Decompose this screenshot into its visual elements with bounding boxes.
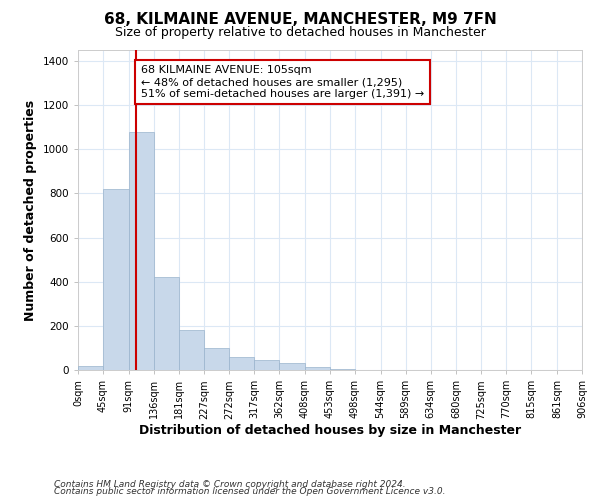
Text: Contains public sector information licensed under the Open Government Licence v3: Contains public sector information licen… [54,488,445,496]
Bar [179,330,204,370]
Bar [154,278,179,370]
Bar [280,362,305,370]
Bar [204,348,229,370]
Y-axis label: Number of detached properties: Number of detached properties [24,100,37,320]
Text: Size of property relative to detached houses in Manchester: Size of property relative to detached ho… [115,26,485,39]
Bar [229,357,254,370]
Bar [330,369,355,370]
Text: 68, KILMAINE AVENUE, MANCHESTER, M9 7FN: 68, KILMAINE AVENUE, MANCHESTER, M9 7FN [104,12,496,28]
Bar [78,366,103,370]
Bar [103,189,128,370]
Text: Contains HM Land Registry data © Crown copyright and database right 2024.: Contains HM Land Registry data © Crown c… [54,480,406,489]
Bar [254,360,280,370]
Bar [305,366,330,370]
Text: 68 KILMAINE AVENUE: 105sqm
← 48% of detached houses are smaller (1,295)
51% of s: 68 KILMAINE AVENUE: 105sqm ← 48% of deta… [141,66,424,98]
X-axis label: Distribution of detached houses by size in Manchester: Distribution of detached houses by size … [139,424,521,437]
Bar [128,132,154,370]
